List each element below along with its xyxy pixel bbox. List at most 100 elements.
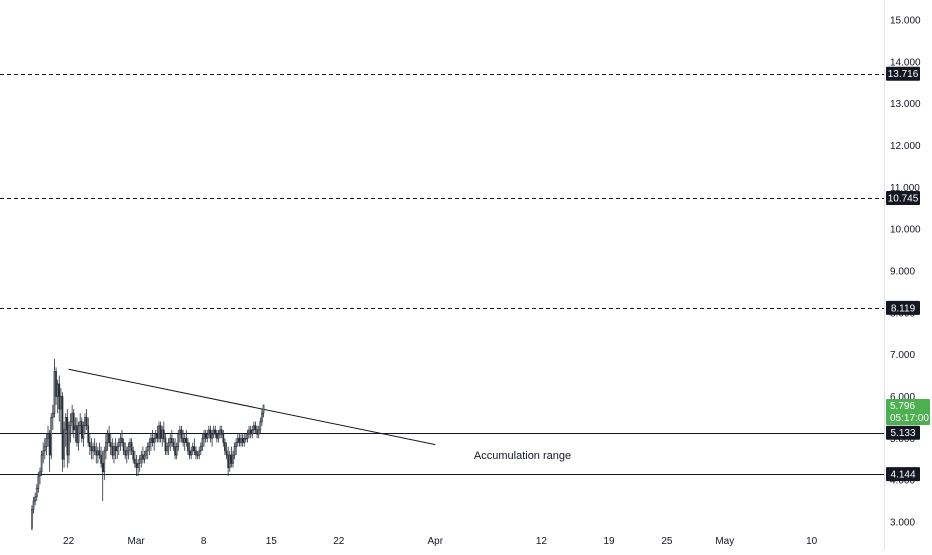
price-tick-label: 14.000	[890, 57, 921, 68]
candle	[90, 446, 93, 452]
price-tick-label: 3.000	[890, 517, 915, 528]
candle	[156, 433, 159, 439]
candle	[166, 446, 168, 452]
candle	[85, 417, 88, 427]
candle	[251, 429, 254, 435]
candle	[43, 446, 46, 452]
date-tick-label: 10	[806, 536, 818, 547]
candle	[50, 417, 53, 456]
candle	[196, 454, 199, 457]
candle	[121, 437, 123, 443]
price-tick-label: 10.000	[890, 225, 921, 236]
level-price-label-bg	[886, 467, 920, 482]
candle	[84, 417, 86, 427]
candle	[238, 437, 241, 443]
candle	[100, 454, 102, 464]
candle	[48, 433, 51, 456]
candle	[114, 446, 117, 452]
candle	[182, 437, 184, 443]
level-price-label-bg	[886, 190, 920, 205]
candle	[138, 458, 141, 464]
candle	[235, 442, 238, 448]
candle	[56, 383, 59, 397]
candle	[179, 429, 181, 435]
candle	[76, 425, 78, 443]
candle	[153, 437, 156, 443]
level-price-label-bg	[886, 425, 920, 440]
trendline[interactable]	[68, 368, 436, 446]
candle	[66, 417, 69, 456]
candle	[151, 437, 154, 443]
candle	[209, 429, 212, 439]
level-price-label: 13.716	[888, 69, 919, 80]
price-tick-label: 9.000	[890, 266, 915, 277]
candle	[63, 429, 65, 460]
candle	[240, 437, 242, 443]
candle	[34, 496, 36, 502]
candle	[132, 450, 135, 460]
candle	[206, 433, 209, 439]
price-tick-label: 12.000	[890, 141, 921, 152]
candle	[233, 446, 236, 456]
candle	[219, 429, 221, 435]
level-price-label: 5.133	[890, 428, 915, 439]
candle	[227, 454, 229, 468]
candle	[211, 433, 213, 439]
candle	[190, 450, 193, 456]
candle	[225, 450, 228, 456]
candle	[60, 396, 62, 410]
candle	[248, 429, 250, 435]
annotation-accumulation-range: Accumulation range	[474, 450, 571, 462]
date-tick-label: May	[715, 536, 734, 547]
level-price-label: 8.119	[891, 303, 916, 314]
price-tick-label: 11.000	[890, 183, 920, 194]
candle	[145, 450, 147, 456]
candle	[61, 396, 64, 460]
candle	[35, 488, 38, 498]
candle	[130, 442, 133, 452]
candle	[230, 454, 233, 464]
candle	[77, 425, 80, 443]
candle	[42, 450, 45, 456]
candle	[203, 433, 205, 439]
candle	[31, 509, 33, 529]
price-tick-label: 15.000	[890, 16, 921, 27]
candle	[68, 425, 70, 456]
candle	[113, 446, 115, 456]
candle	[129, 442, 131, 448]
candle	[224, 442, 226, 452]
candle	[39, 471, 41, 477]
candle	[207, 429, 210, 435]
candle	[64, 417, 67, 431]
candle	[82, 425, 85, 439]
candle	[191, 446, 194, 452]
date-tick-label: 25	[661, 536, 673, 547]
date-tick-label: Apr	[428, 536, 444, 547]
candle	[154, 433, 157, 439]
date-tick-label: 22	[333, 536, 345, 547]
candle	[177, 433, 180, 448]
candle	[159, 425, 162, 439]
price-tick-label: 13.000	[890, 99, 921, 110]
date-tick-label: 12	[536, 536, 548, 547]
candle	[253, 425, 255, 431]
candle	[122, 442, 125, 452]
price-tick-label: 4.000	[890, 476, 915, 487]
candle	[254, 425, 257, 431]
time-axis[interactable]: 22 Mar 8 15 22 Apr 12 19 25 May 10	[63, 536, 818, 547]
candle	[216, 433, 218, 439]
candle	[40, 454, 43, 473]
candle	[108, 433, 110, 443]
candle	[171, 437, 173, 443]
candle	[188, 450, 191, 456]
candle	[244, 437, 247, 440]
date-tick-label: 22	[63, 536, 75, 547]
candle	[32, 500, 35, 510]
candle	[119, 437, 122, 443]
date-tick-label: 15	[266, 536, 278, 547]
candle	[140, 454, 143, 460]
price-tick-label: 6.000	[890, 392, 915, 403]
candle	[175, 446, 178, 456]
